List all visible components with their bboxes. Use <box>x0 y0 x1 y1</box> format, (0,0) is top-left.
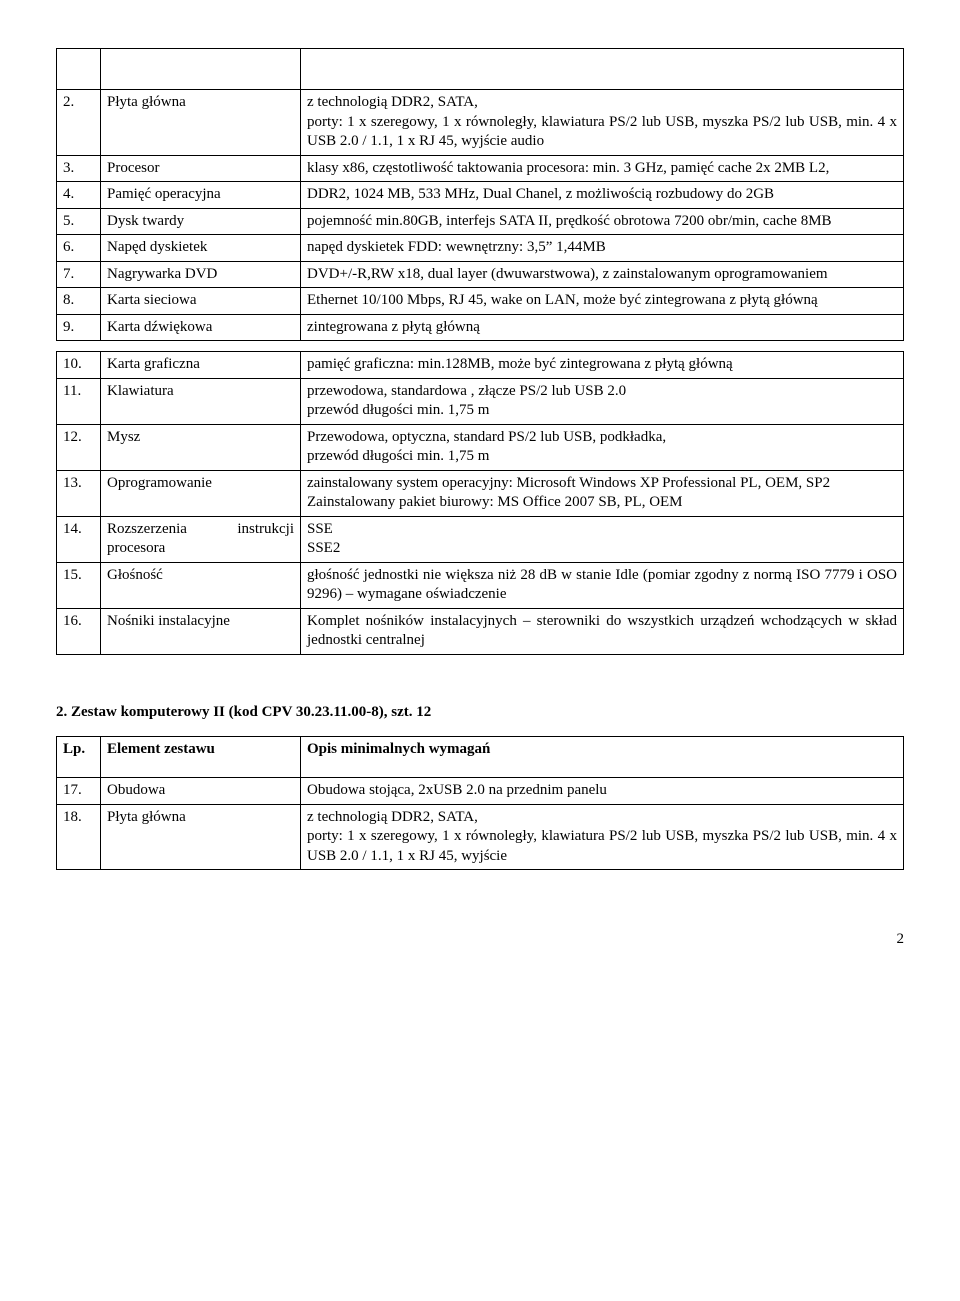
cell-name: Nośniki instalacyjne <box>101 608 301 654</box>
cell-number: 17. <box>57 778 101 805</box>
spec-table-2: 10.Karta graficznapamięć graficzna: min.… <box>56 351 904 655</box>
cell-name: Obudowa <box>101 778 301 805</box>
table-row: 17.ObudowaObudowa stojąca, 2xUSB 2.0 na … <box>57 778 904 805</box>
cell-number: 7. <box>57 261 101 288</box>
cell-name: Płyta główna <box>101 90 301 156</box>
cell-number: 16. <box>57 608 101 654</box>
table-row: 15.Głośnośćgłośność jednostki nie większ… <box>57 562 904 608</box>
cell-description: Przewodowa, optyczna, standard PS/2 lub … <box>301 424 904 470</box>
cell-number: 4. <box>57 182 101 209</box>
cell-number: 14. <box>57 516 101 562</box>
cell-name: Rozszerzenia instrukcji procesora <box>101 516 301 562</box>
table-row: 5.Dysk twardypojemność min.80GB, interfe… <box>57 208 904 235</box>
cell-number: 8. <box>57 288 101 315</box>
table-header-row: Lp. Element zestawu Opis minimalnych wym… <box>57 737 904 778</box>
cell-number: 13. <box>57 470 101 516</box>
cell-number: 6. <box>57 235 101 262</box>
cell-description <box>301 49 904 90</box>
header-col-num: Lp. <box>57 737 101 778</box>
spec-table-3: Lp. Element zestawu Opis minimalnych wym… <box>56 736 904 870</box>
cell-number: 3. <box>57 155 101 182</box>
cell-description: głośność jednostki nie większa niż 28 dB… <box>301 562 904 608</box>
cell-name: Oprogramowanie <box>101 470 301 516</box>
cell-name: Procesor <box>101 155 301 182</box>
table-row: 9.Karta dźwiękowazintegrowana z płytą gł… <box>57 314 904 341</box>
cell-number <box>57 49 101 90</box>
cell-name: Napęd dyskietek <box>101 235 301 262</box>
cell-name: Nagrywarka DVD <box>101 261 301 288</box>
table-row: 11.Klawiaturaprzewodowa, standardowa , z… <box>57 378 904 424</box>
cell-number: 11. <box>57 378 101 424</box>
table-row <box>57 49 904 90</box>
table-row: 12.MyszPrzewodowa, optyczna, standard PS… <box>57 424 904 470</box>
table-row: 2.Płyta głównaz technologią DDR2, SATA,p… <box>57 90 904 156</box>
table-row: 3.Procesorklasy x86, częstotliwość takto… <box>57 155 904 182</box>
header-col-desc: Opis minimalnych wymagań <box>301 737 904 778</box>
cell-name: Karta sieciowa <box>101 288 301 315</box>
cell-name: Pamięć operacyjna <box>101 182 301 209</box>
cell-description: pamięć graficzna: min.128MB, może być zi… <box>301 352 904 379</box>
cell-name: Dysk twardy <box>101 208 301 235</box>
table-row: 4.Pamięć operacyjnaDDR2, 1024 MB, 533 MH… <box>57 182 904 209</box>
cell-description: Komplet nośników instalacyjnych – sterow… <box>301 608 904 654</box>
cell-description: DDR2, 1024 MB, 533 MHz, Dual Chanel, z m… <box>301 182 904 209</box>
spec-table-1: 2.Płyta głównaz technologią DDR2, SATA,p… <box>56 48 904 341</box>
cell-number: 9. <box>57 314 101 341</box>
page-number: 2 <box>56 930 904 950</box>
cell-name: Mysz <box>101 424 301 470</box>
cell-number: 10. <box>57 352 101 379</box>
cell-name: Klawiatura <box>101 378 301 424</box>
cell-description: z technologią DDR2, SATA,porty: 1 x szer… <box>301 804 904 870</box>
table-row: 13.Oprogramowaniezainstalowany system op… <box>57 470 904 516</box>
header-col-name: Element zestawu <box>101 737 301 778</box>
table-row: 8.Karta sieciowaEthernet 10/100 Mbps, RJ… <box>57 288 904 315</box>
cell-number: 2. <box>57 90 101 156</box>
cell-description: zainstalowany system operacyjny: Microso… <box>301 470 904 516</box>
cell-name: Karta dźwiękowa <box>101 314 301 341</box>
section-2-heading: 2. Zestaw komputerowy II (kod CPV 30.23.… <box>56 703 904 723</box>
cell-description: SSESSE2 <box>301 516 904 562</box>
cell-description: pojemność min.80GB, interfejs SATA II, p… <box>301 208 904 235</box>
table-row: 7.Nagrywarka DVDDVD+/-R,RW x18, dual lay… <box>57 261 904 288</box>
cell-description: zintegrowana z płytą główną <box>301 314 904 341</box>
cell-description: Ethernet 10/100 Mbps, RJ 45, wake on LAN… <box>301 288 904 315</box>
cell-number: 12. <box>57 424 101 470</box>
cell-name <box>101 49 301 90</box>
cell-number: 15. <box>57 562 101 608</box>
table-row: 14.Rozszerzenia instrukcji procesoraSSES… <box>57 516 904 562</box>
table-row: 10.Karta graficznapamięć graficzna: min.… <box>57 352 904 379</box>
cell-description: Obudowa stojąca, 2xUSB 2.0 na przednim p… <box>301 778 904 805</box>
cell-description: napęd dyskietek FDD: wewnętrzny: 3,5” 1,… <box>301 235 904 262</box>
table-row: 6.Napęd dyskieteknapęd dyskietek FDD: we… <box>57 235 904 262</box>
table-row: 16.Nośniki instalacyjneKomplet nośników … <box>57 608 904 654</box>
cell-description: DVD+/-R,RW x18, dual layer (dwuwarstwowa… <box>301 261 904 288</box>
cell-description: przewodowa, standardowa , złącze PS/2 lu… <box>301 378 904 424</box>
cell-number: 18. <box>57 804 101 870</box>
cell-number: 5. <box>57 208 101 235</box>
cell-name: Głośność <box>101 562 301 608</box>
cell-name: Karta graficzna <box>101 352 301 379</box>
cell-name: Płyta główna <box>101 804 301 870</box>
cell-description: z technologią DDR2, SATA,porty: 1 x szer… <box>301 90 904 156</box>
cell-description: klasy x86, częstotliwość taktowania proc… <box>301 155 904 182</box>
table-row: 18.Płyta głównaz technologią DDR2, SATA,… <box>57 804 904 870</box>
